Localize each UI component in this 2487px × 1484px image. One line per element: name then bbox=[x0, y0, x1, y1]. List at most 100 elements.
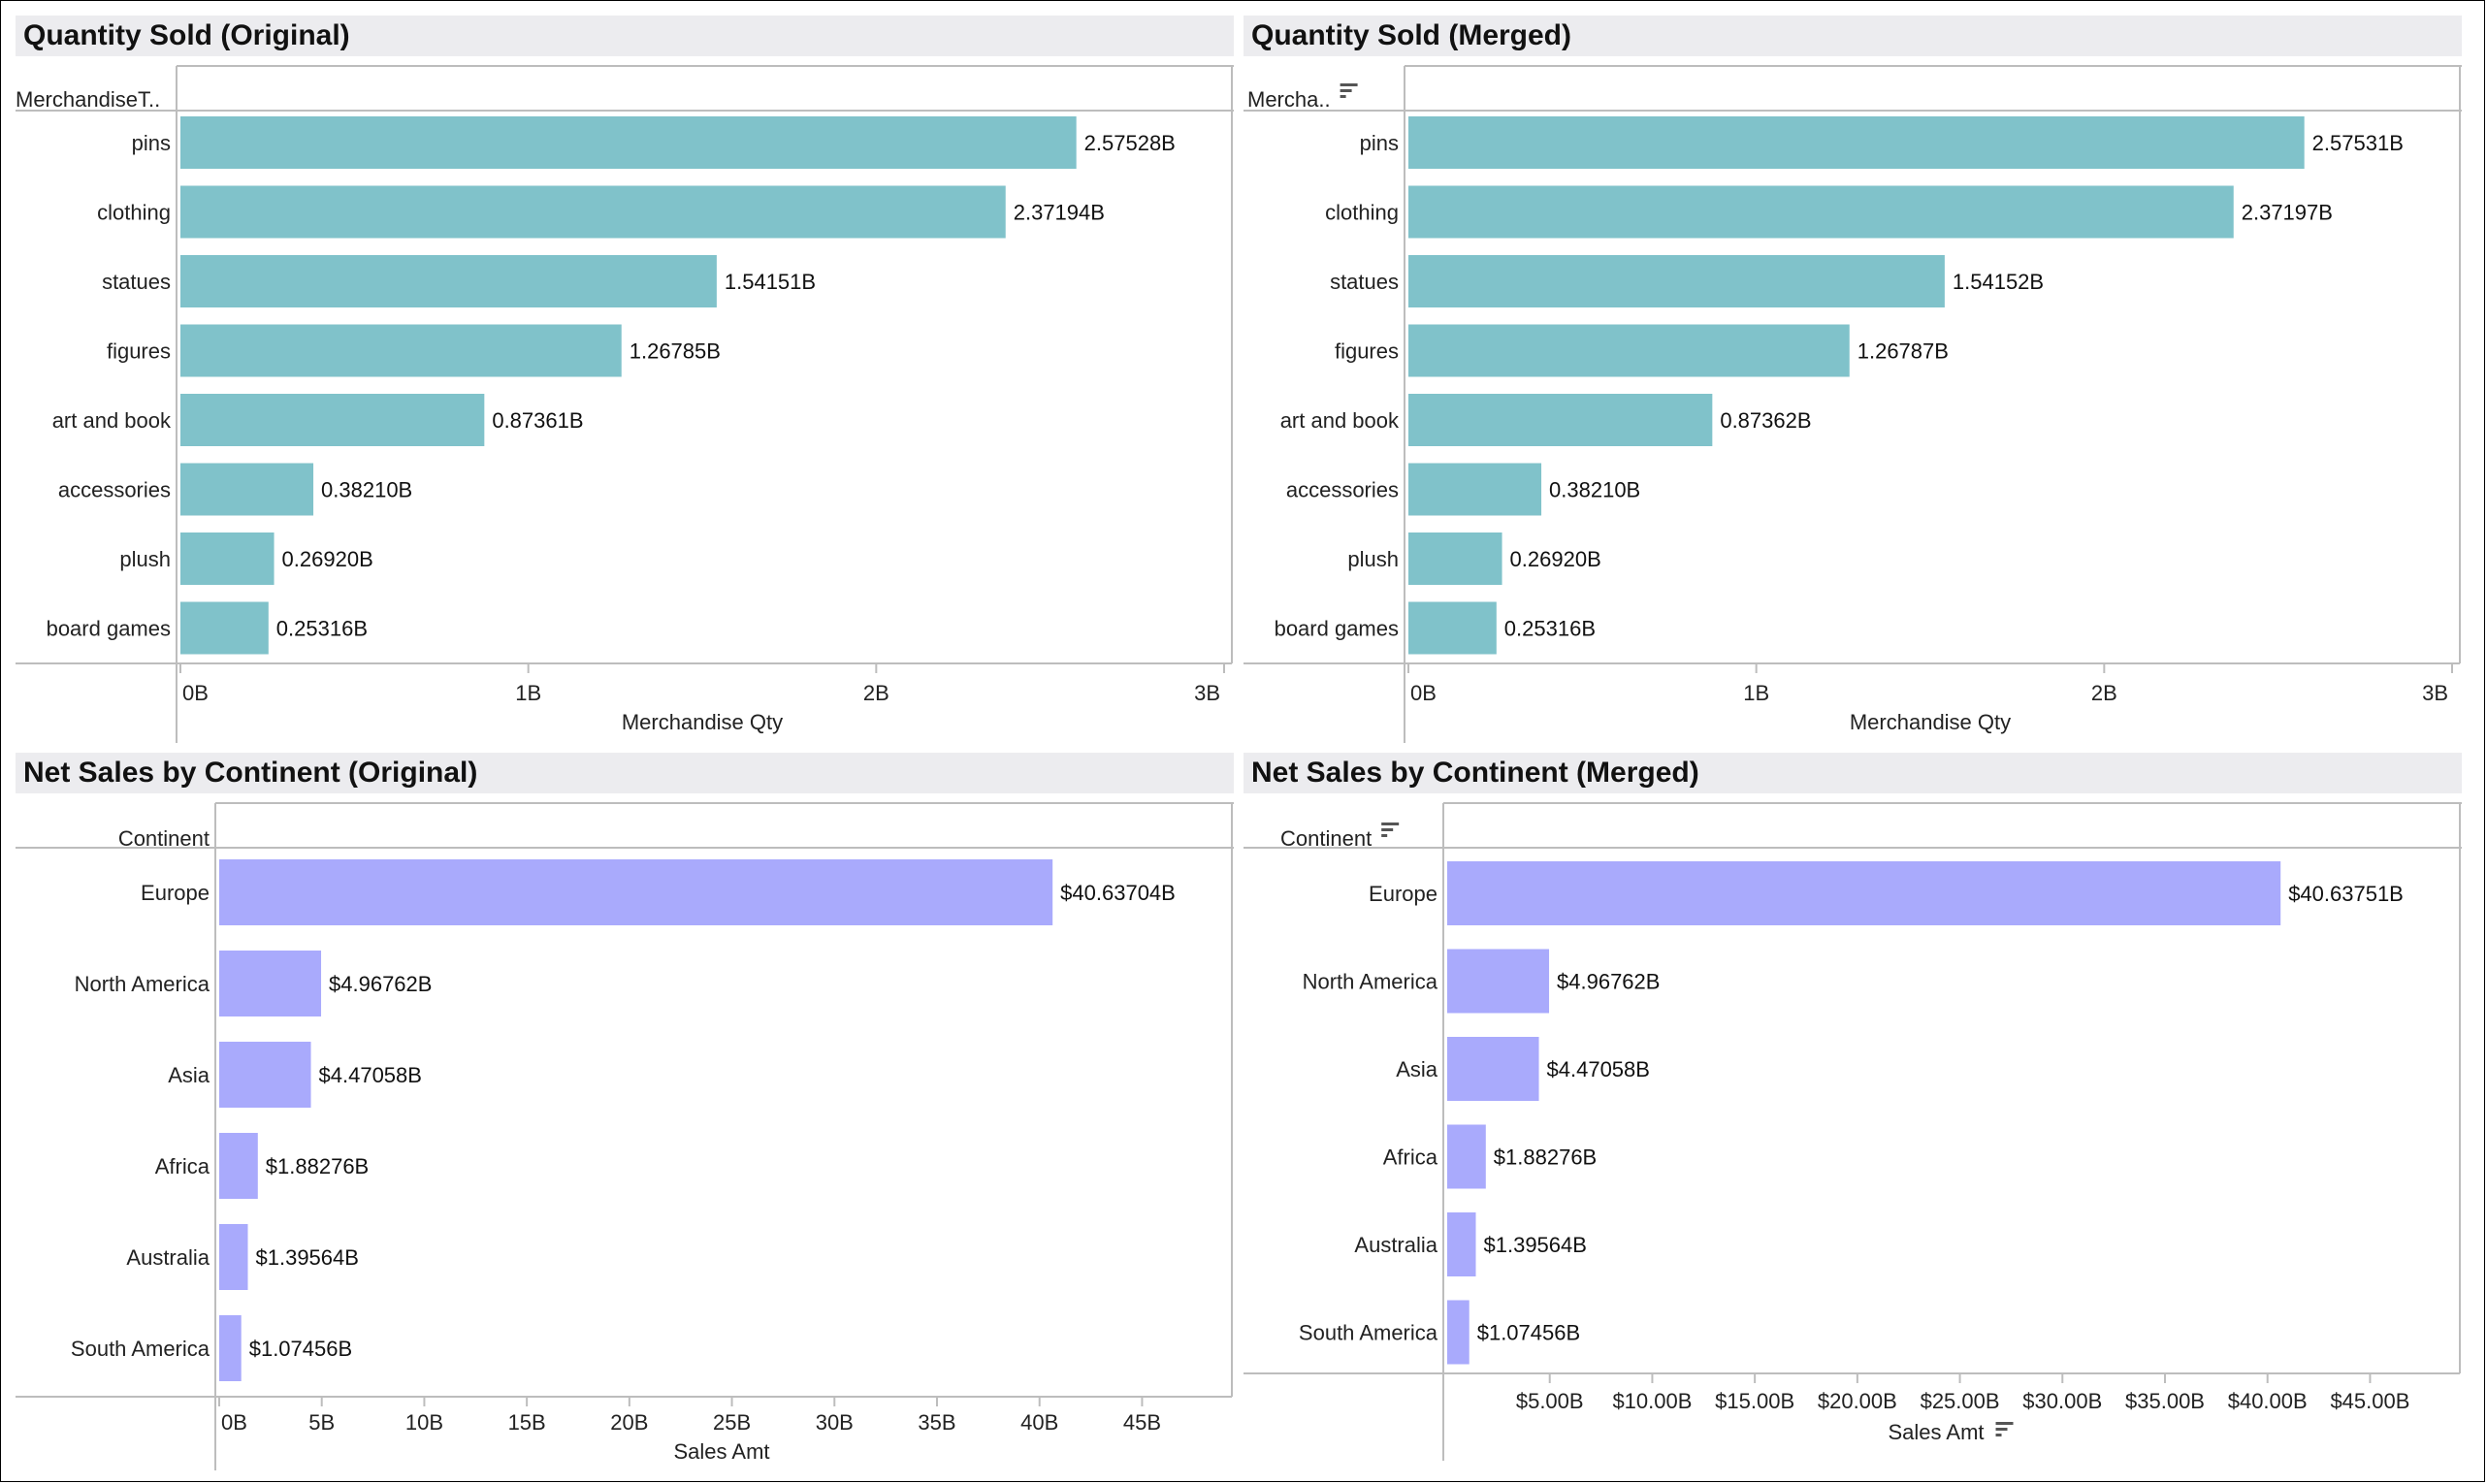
value-label: 0.25316B bbox=[1504, 617, 1596, 641]
value-label: $4.96762B bbox=[1557, 970, 1660, 994]
bar bbox=[180, 185, 1006, 239]
bar bbox=[1408, 532, 1502, 585]
category-label: statues bbox=[102, 270, 171, 294]
x-tick-label: $45.00B bbox=[2330, 1389, 2409, 1413]
category-label: clothing bbox=[1325, 201, 1399, 225]
panel-title: Quantity Sold (Original) bbox=[16, 16, 1234, 56]
x-tick-label: 2B bbox=[863, 681, 889, 705]
x-tick-label: $40.00B bbox=[2228, 1389, 2308, 1413]
bar bbox=[1408, 324, 1850, 377]
value-label: 0.87362B bbox=[1720, 408, 1811, 433]
value-label: $40.63751B bbox=[2288, 882, 2404, 906]
x-tick-label: 40B bbox=[1020, 1410, 1058, 1435]
x-tick-label: 30B bbox=[816, 1410, 854, 1435]
category-label: North America bbox=[75, 972, 210, 996]
bar bbox=[180, 324, 622, 377]
x-tick-label: $30.00B bbox=[2022, 1389, 2102, 1413]
x-tick-label: 1B bbox=[1743, 681, 1769, 705]
value-label: $4.96762B bbox=[329, 972, 432, 996]
value-label: 0.26920B bbox=[282, 547, 373, 571]
category-label: plush bbox=[119, 547, 171, 571]
x-tick-label: 3B bbox=[2422, 681, 2448, 705]
bar bbox=[1447, 1124, 1486, 1189]
chart-sales-merged: Continent Europe $40.63751B North America $4… bbox=[1244, 802, 2462, 1461]
category-label: North America bbox=[1303, 970, 1438, 994]
x-axis-sort-icon bbox=[1995, 1422, 2014, 1436]
x-tick-label: 5B bbox=[308, 1410, 335, 1435]
bar bbox=[1447, 861, 2281, 925]
category-label: Asia bbox=[1396, 1057, 1438, 1081]
category-label: pins bbox=[132, 131, 171, 155]
category-label: Australia bbox=[1354, 1233, 1437, 1257]
category-label: figures bbox=[107, 339, 171, 364]
bar bbox=[219, 1042, 311, 1108]
bar bbox=[180, 255, 717, 307]
panel-title: Net Sales by Continent (Merged) bbox=[1244, 753, 2462, 793]
value-label: $1.88276B bbox=[266, 1154, 369, 1178]
panel-title: Net Sales by Continent (Original) bbox=[16, 753, 1234, 793]
value-label: 0.26920B bbox=[1510, 547, 1601, 571]
x-tick-label: 3B bbox=[1194, 681, 1220, 705]
bar bbox=[1447, 1037, 1539, 1101]
x-axis-sort-icon-line bbox=[1995, 1434, 2002, 1436]
category-header: Continent bbox=[1280, 826, 1372, 851]
category-label: board games bbox=[1275, 617, 1399, 641]
bar bbox=[1408, 255, 1945, 307]
bar bbox=[219, 951, 322, 1016]
category-header: MerchandiseT.. bbox=[16, 87, 160, 112]
panel-title: Quantity Sold (Merged) bbox=[1244, 16, 2462, 56]
category-label: figures bbox=[1335, 339, 1399, 364]
header-sort-icon-line bbox=[1381, 828, 1394, 831]
x-tick-label: $15.00B bbox=[1715, 1389, 1794, 1413]
chart-qty-merged: Mercha.. pins 2.57531B clothing 2.37197B stat… bbox=[1244, 65, 2462, 743]
bar bbox=[1408, 463, 1542, 516]
category-label: South America bbox=[1299, 1321, 1438, 1345]
bar bbox=[219, 1133, 258, 1199]
x-tick-label: $10.00B bbox=[1612, 1389, 1692, 1413]
x-tick-label: 35B bbox=[918, 1410, 955, 1435]
category-label: accessories bbox=[58, 478, 171, 502]
bar bbox=[180, 116, 1077, 169]
x-tick-label: 1B bbox=[515, 681, 541, 705]
x-tick-label: $35.00B bbox=[2125, 1389, 2205, 1413]
value-label: $1.39564B bbox=[1484, 1233, 1587, 1257]
header-sort-icon-line bbox=[1381, 823, 1400, 825]
category-label: South America bbox=[71, 1337, 210, 1361]
bar bbox=[1408, 185, 2234, 239]
value-label: $1.39564B bbox=[256, 1245, 359, 1270]
bar bbox=[219, 1315, 242, 1381]
x-tick-label: 10B bbox=[405, 1410, 443, 1435]
chart-sales-original: Continent Europe $40.63704B North America $4… bbox=[16, 802, 1234, 1470]
category-label: clothing bbox=[97, 201, 171, 225]
x-axis-title: Sales Amt bbox=[673, 1439, 769, 1464]
value-label: 1.54152B bbox=[1953, 270, 2044, 294]
value-label: 2.37194B bbox=[1014, 201, 1105, 225]
header-sort-icon bbox=[1340, 83, 1358, 98]
header-sort-icon bbox=[1381, 823, 1400, 837]
bar bbox=[180, 463, 314, 516]
header-sort-icon-line bbox=[1381, 834, 1388, 837]
x-tick-label: $20.00B bbox=[1818, 1389, 1897, 1413]
value-label: $4.47058B bbox=[1547, 1057, 1650, 1081]
panel-sales-original: Net Sales by Continent (Original) Contin… bbox=[16, 753, 1234, 1470]
bar bbox=[219, 859, 1053, 925]
value-label: 0.38210B bbox=[1549, 478, 1640, 502]
x-tick-label: 15B bbox=[508, 1410, 546, 1435]
value-label: $1.07456B bbox=[1477, 1321, 1580, 1345]
x-tick-label: 25B bbox=[713, 1410, 751, 1435]
category-label: plush bbox=[1347, 547, 1399, 571]
category-label: Africa bbox=[155, 1154, 210, 1178]
category-header: Mercha.. bbox=[1247, 87, 1331, 112]
value-label: 2.57531B bbox=[2312, 131, 2404, 155]
panel-qty-original: Quantity Sold (Original) MerchandiseT.. p… bbox=[16, 16, 1234, 743]
category-label: board games bbox=[47, 617, 171, 641]
category-header: Continent bbox=[118, 826, 210, 851]
x-axis-title: Sales Amt bbox=[1888, 1420, 1984, 1444]
category-label: Asia bbox=[168, 1063, 210, 1087]
category-label: Australia bbox=[126, 1245, 210, 1270]
category-label: Europe bbox=[141, 881, 210, 905]
bar bbox=[1408, 394, 1713, 446]
x-tick-label: 2B bbox=[2091, 681, 2117, 705]
bar bbox=[1408, 601, 1497, 655]
bar bbox=[1447, 949, 1550, 1014]
